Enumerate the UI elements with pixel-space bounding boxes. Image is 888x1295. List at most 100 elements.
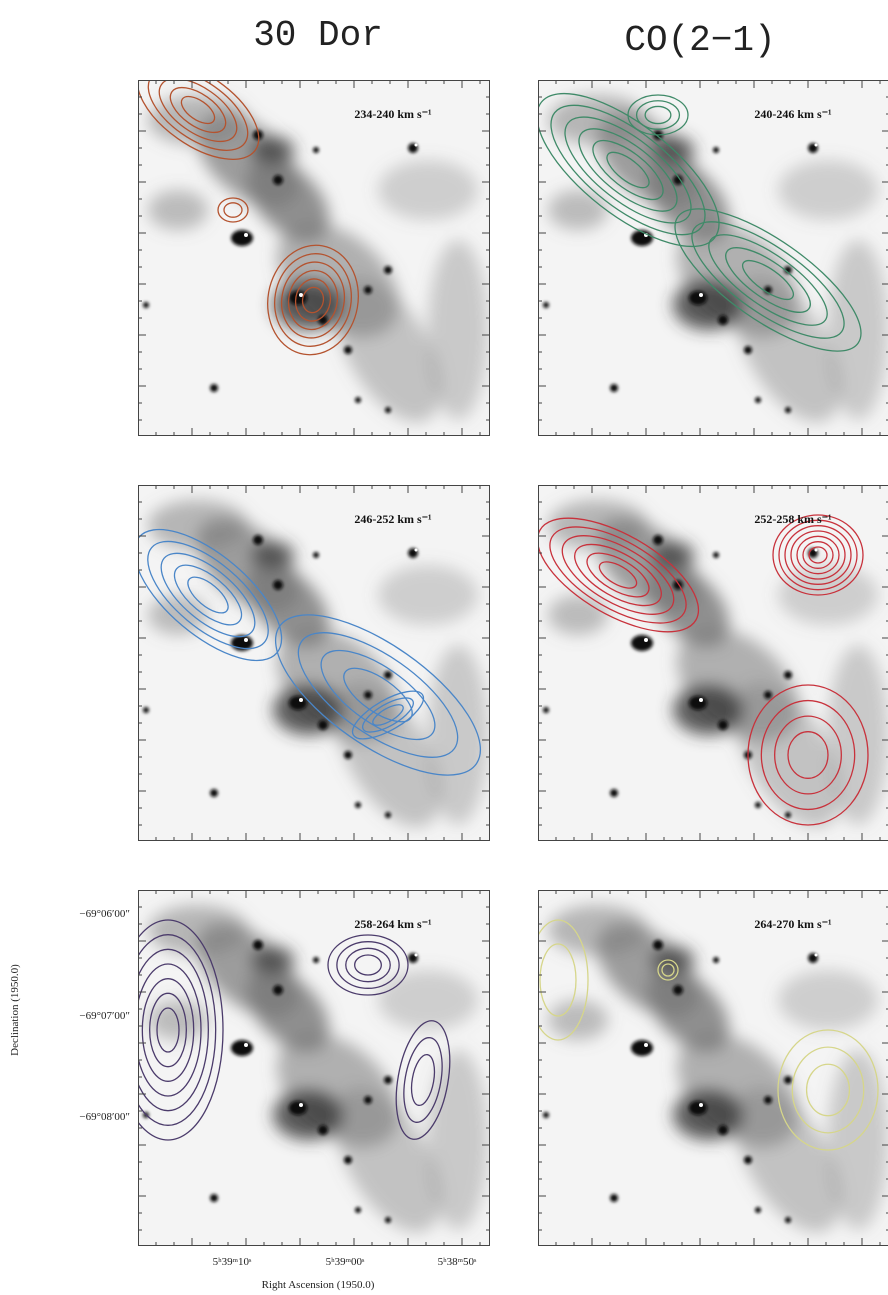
contour: [538, 919, 589, 1041]
contour: [280, 261, 346, 339]
contour: [772, 514, 864, 596]
y-tick-label: −69°07′00″: [79, 1010, 130, 1022]
contour: [592, 139, 664, 201]
contour: [586, 552, 650, 598]
contour: [747, 684, 869, 826]
contour: [336, 941, 400, 989]
image-panel: [138, 485, 490, 844]
contour: [561, 535, 675, 615]
contour: [158, 80, 238, 143]
panel-frame: [138, 485, 490, 841]
contour: [301, 286, 325, 314]
contour: [760, 699, 856, 811]
contour: [774, 715, 842, 795]
contour: [149, 992, 187, 1068]
image-panel: [138, 80, 490, 439]
contour: [725, 247, 811, 313]
y-tick-label: −69°06′00″: [79, 908, 130, 920]
contour: [217, 197, 249, 223]
contour: [138, 963, 202, 1097]
x-tick-label: 5ʰ39ᵐ00ˢ: [326, 1256, 365, 1268]
velocity-label: 234-240 km s⁻¹: [354, 107, 432, 121]
y-tick-label: −69°08′00″: [79, 1111, 130, 1123]
sky-image: [538, 485, 888, 844]
column-title: 30 Dor: [253, 15, 383, 56]
contour: [777, 1029, 879, 1151]
contour: [273, 253, 353, 347]
contour: [147, 80, 249, 152]
panel-frame: [138, 890, 490, 1246]
contour: [674, 208, 862, 352]
contour: [187, 576, 229, 614]
contour: [741, 259, 795, 301]
contour: [790, 530, 846, 580]
contour: [549, 526, 687, 624]
contour: [274, 614, 482, 776]
contour: [787, 731, 829, 779]
contour: [657, 959, 679, 981]
contour: [180, 95, 216, 125]
contour: [138, 919, 224, 1141]
column-title: CO(2−1): [624, 20, 775, 61]
contour: [805, 1063, 851, 1117]
contour: [606, 151, 650, 189]
contour: [362, 697, 414, 733]
contour: [156, 1007, 180, 1053]
contour: [327, 934, 409, 996]
contour: [287, 269, 339, 331]
y-axis-label: Declination (1950.0): [9, 964, 21, 1056]
velocity-label: 240-246 km s⁻¹: [754, 107, 832, 121]
x-axis-label: Right Ascension (1950.0): [262, 1279, 375, 1291]
image-panel: [538, 890, 888, 1249]
contour: [138, 934, 217, 1126]
panel-frame: [538, 485, 888, 841]
x-tick-label: 5ʰ38ᵐ50ˢ: [438, 1256, 477, 1268]
velocity-label: 258-264 km s⁻¹: [354, 917, 432, 931]
contour: [297, 632, 459, 758]
contour: [796, 535, 840, 575]
contour: [802, 541, 834, 569]
contour: [578, 128, 678, 212]
contour: [173, 564, 243, 626]
contour: [598, 561, 638, 589]
contour: [354, 954, 382, 976]
contour: [661, 963, 675, 977]
contour: [550, 104, 706, 236]
sky-image: [138, 485, 490, 844]
contour: [267, 244, 359, 356]
sky-image: [538, 890, 888, 1249]
panel-frame: [138, 80, 490, 436]
x-tick-label: 5ʰ39ᵐ10ˢ: [213, 1256, 252, 1268]
contour: [403, 1037, 443, 1123]
contour: [351, 690, 425, 740]
contour: [791, 1046, 865, 1134]
contour: [294, 278, 332, 322]
contour: [138, 948, 209, 1112]
contour: [784, 525, 852, 585]
contour: [223, 202, 243, 218]
contour: [644, 105, 672, 125]
contour: [138, 80, 260, 160]
contour: [345, 947, 391, 983]
contour: [395, 1020, 451, 1140]
contour: [538, 517, 700, 633]
contour: [141, 978, 195, 1082]
contour: [564, 116, 692, 224]
panel-frame: [538, 80, 888, 436]
contour: [708, 234, 828, 326]
panel-frame: [538, 890, 888, 1246]
contour: [160, 552, 256, 638]
contour: [147, 540, 269, 650]
contour: [691, 221, 845, 339]
contour: [320, 649, 436, 741]
image-panel: [538, 485, 888, 844]
velocity-label: 246-252 km s⁻¹: [354, 512, 432, 526]
image-panel: [138, 890, 490, 1246]
sky-image: [138, 80, 490, 439]
velocity-label: 264-270 km s⁻¹: [754, 917, 832, 931]
contour: [539, 943, 577, 1017]
contour: [410, 1053, 436, 1107]
contour: [574, 543, 662, 607]
contour: [372, 704, 404, 726]
